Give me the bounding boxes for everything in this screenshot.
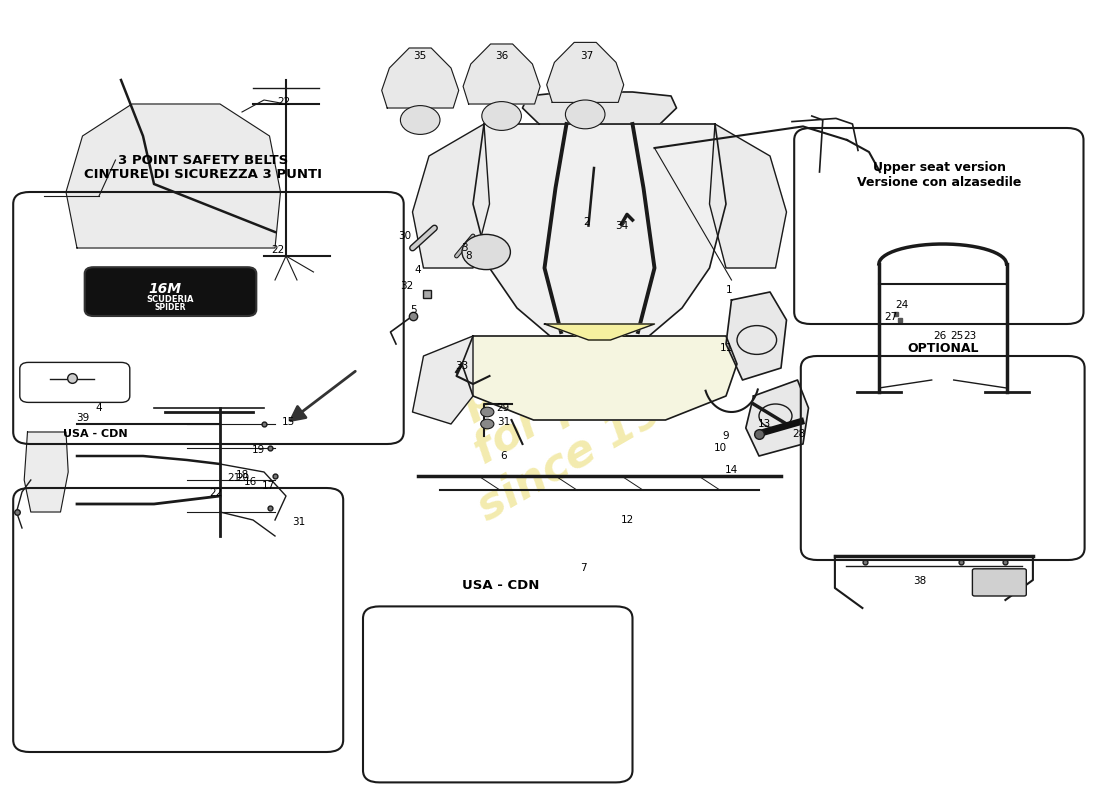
Text: 21: 21 [228, 474, 241, 483]
Text: passion
for parts
since 1985: passion for parts since 1985 [420, 271, 724, 529]
Text: 3 POINT SAFETY BELTS: 3 POINT SAFETY BELTS [119, 154, 288, 166]
Text: 4: 4 [96, 403, 102, 413]
Text: 27: 27 [884, 312, 898, 322]
Text: 31: 31 [293, 517, 306, 526]
Polygon shape [462, 336, 737, 420]
Text: SCUDERIA: SCUDERIA [146, 295, 195, 305]
Text: 22: 22 [209, 488, 222, 498]
Circle shape [481, 407, 494, 417]
Polygon shape [522, 92, 676, 124]
Polygon shape [473, 124, 726, 336]
Polygon shape [382, 48, 459, 108]
Polygon shape [412, 124, 490, 268]
Text: SPIDER: SPIDER [155, 303, 186, 313]
Circle shape [462, 234, 510, 270]
Polygon shape [463, 44, 540, 104]
Text: 22: 22 [272, 245, 285, 254]
Polygon shape [710, 124, 786, 268]
Polygon shape [412, 336, 473, 424]
Text: 22: 22 [277, 98, 290, 107]
Text: 18: 18 [235, 470, 249, 480]
Text: 16M: 16M [148, 282, 182, 296]
Text: USA - CDN: USA - CDN [64, 429, 128, 438]
Text: 4: 4 [415, 266, 421, 275]
Text: 3: 3 [461, 243, 468, 253]
Text: 20: 20 [236, 474, 250, 483]
Circle shape [565, 100, 605, 129]
Text: OPTIONAL: OPTIONAL [906, 342, 979, 354]
Text: 19: 19 [252, 446, 265, 455]
Text: 35: 35 [414, 51, 427, 61]
Text: 34: 34 [615, 221, 628, 230]
Text: 14: 14 [725, 466, 738, 475]
Text: Upper seat version: Upper seat version [873, 162, 1005, 174]
Text: 25: 25 [950, 331, 964, 341]
Polygon shape [544, 324, 654, 340]
Text: 7: 7 [580, 563, 586, 573]
Text: 28: 28 [792, 430, 805, 439]
Text: CINTURE DI SICUREZZA 3 PUNTI: CINTURE DI SICUREZZA 3 PUNTI [85, 168, 322, 181]
FancyBboxPatch shape [85, 267, 256, 316]
Text: 16: 16 [244, 477, 257, 486]
Text: 38: 38 [913, 576, 926, 586]
Text: 37: 37 [580, 51, 593, 61]
Text: 13: 13 [758, 419, 771, 429]
Text: 39: 39 [76, 414, 89, 423]
Polygon shape [746, 380, 808, 456]
Text: 1: 1 [726, 285, 733, 294]
Polygon shape [66, 104, 280, 248]
FancyBboxPatch shape [972, 569, 1026, 596]
Polygon shape [24, 432, 68, 512]
Text: 32: 32 [400, 282, 414, 291]
Text: 12: 12 [620, 515, 634, 525]
Circle shape [400, 106, 440, 134]
Text: 17: 17 [262, 482, 275, 491]
Text: 26: 26 [933, 331, 946, 341]
Text: 2: 2 [583, 217, 590, 226]
Text: 29: 29 [496, 403, 509, 413]
Text: 6: 6 [500, 451, 507, 461]
Circle shape [482, 102, 521, 130]
Polygon shape [547, 42, 624, 102]
FancyBboxPatch shape [20, 362, 130, 402]
Text: USA - CDN: USA - CDN [462, 579, 539, 592]
Text: Versione con alzasedile: Versione con alzasedile [857, 176, 1022, 189]
Circle shape [481, 419, 494, 429]
Polygon shape [726, 292, 786, 380]
Text: 30: 30 [398, 231, 411, 241]
Text: 15: 15 [282, 418, 295, 427]
Text: 5: 5 [410, 306, 417, 315]
Text: 33: 33 [455, 362, 469, 371]
Text: 10: 10 [714, 443, 727, 453]
Text: 23: 23 [964, 331, 977, 341]
Text: 11: 11 [719, 343, 733, 353]
Text: 36: 36 [495, 51, 508, 61]
Text: 31: 31 [497, 417, 510, 426]
Text: 24: 24 [895, 300, 909, 310]
Text: 8: 8 [465, 251, 472, 261]
Text: 9: 9 [723, 431, 729, 441]
